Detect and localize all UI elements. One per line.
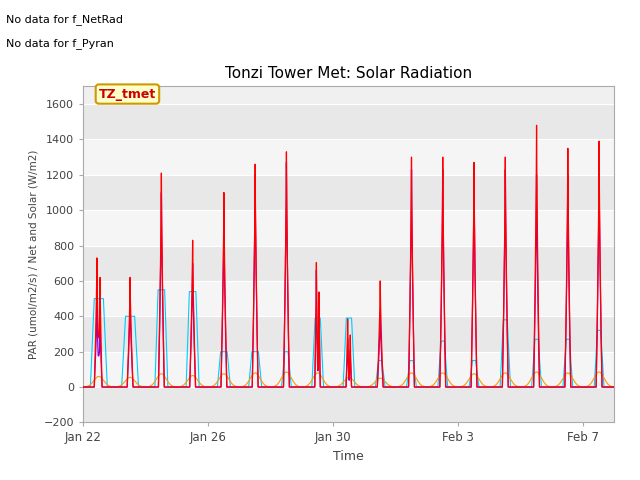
Bar bbox=[83, 246, 614, 281]
Bar bbox=[83, 104, 614, 140]
Bar bbox=[83, 281, 614, 316]
Bar bbox=[83, 210, 614, 246]
Bar bbox=[83, 316, 614, 352]
Text: No data for f_Pyran: No data for f_Pyran bbox=[6, 38, 115, 49]
Title: Tonzi Tower Met: Solar Radiation: Tonzi Tower Met: Solar Radiation bbox=[225, 66, 472, 81]
Bar bbox=[83, 140, 614, 175]
Bar bbox=[83, 175, 614, 210]
Text: TZ_tmet: TZ_tmet bbox=[99, 87, 156, 100]
Text: No data for f_NetRad: No data for f_NetRad bbox=[6, 14, 124, 25]
Bar bbox=[83, 387, 614, 422]
Bar bbox=[83, 352, 614, 387]
Y-axis label: PAR (umol/m2/s) / Net and Solar (W/m2): PAR (umol/m2/s) / Net and Solar (W/m2) bbox=[28, 150, 38, 359]
X-axis label: Time: Time bbox=[333, 450, 364, 463]
